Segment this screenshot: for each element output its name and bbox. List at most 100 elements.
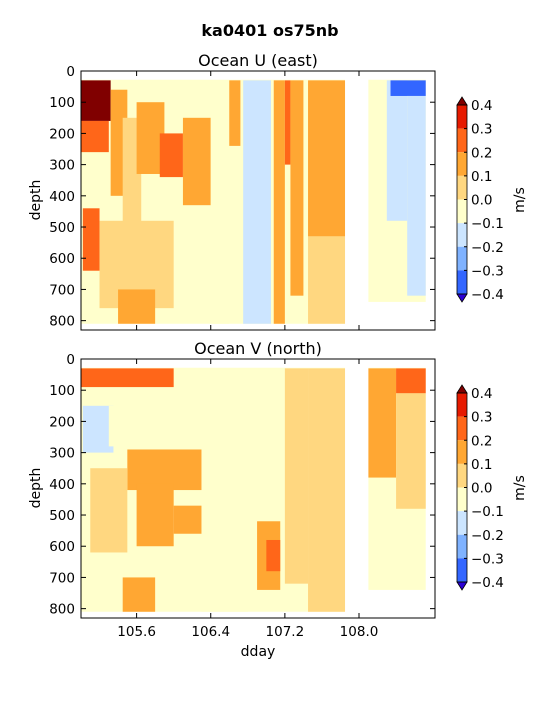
axes-u: 0 100 200 300 400 500 600 700 800 (49, 64, 436, 331)
heatmap-region (284, 368, 309, 584)
heatmap-region (290, 80, 304, 296)
heatmap-region (82, 208, 100, 271)
colorbar-tick-label: 0.3 (471, 410, 492, 426)
panel-title-v: Ocean V (north) (194, 339, 322, 358)
heatmap-region (396, 368, 426, 394)
y-tick-label: 700 (49, 570, 75, 586)
heatmap-region (122, 577, 156, 612)
y-tick-label: 300 (49, 446, 75, 462)
colorbar-tick-label: 0.4 (471, 386, 492, 402)
heatmap-region (136, 483, 174, 547)
heatmap-region (108, 405, 146, 447)
colorbar-v: 0.4 0.3 0.2 0.1 0.0 −0.1 −0.2 −0.3 −0.4 (456, 384, 504, 591)
x-tick-label: 106.4 (191, 624, 230, 640)
figure-title: ka0401 os75nb (201, 21, 338, 40)
y-tick-label: 100 (49, 95, 75, 111)
colorbar-band (457, 487, 467, 512)
colorbar-tick-label: −0.3 (471, 263, 504, 279)
panel-title-u: Ocean U (east) (198, 51, 318, 70)
x-tick-label: 107.2 (266, 624, 305, 640)
heatmap-region (81, 368, 174, 388)
colorbar-extend-max (456, 96, 468, 106)
heatmap-field-v (81, 359, 426, 618)
colorbar-band (457, 152, 467, 176)
heatmap-region (81, 120, 109, 153)
heatmap-region (266, 539, 281, 572)
y-tick-label: 300 (49, 158, 75, 174)
colorbar-tick-label: 0.2 (471, 433, 492, 449)
colorbar-band (457, 199, 467, 224)
heatmap-region (182, 117, 211, 206)
y-axis-label-v: depth (28, 468, 44, 509)
heatmap-region (122, 117, 142, 228)
heatmap-region (386, 80, 408, 221)
y-tick-label: 800 (49, 602, 75, 618)
axes-frame (80, 70, 436, 331)
colorbar-tick-label: 0.3 (471, 122, 492, 138)
colorbar-band (457, 223, 467, 247)
heatmap-region (201, 368, 248, 612)
y-tick-label: 200 (49, 126, 75, 142)
colorbar-band (457, 246, 467, 271)
y-tick-label: 600 (49, 251, 75, 267)
colorbar-tick-label: −0.1 (471, 504, 504, 520)
heatmap-region (243, 80, 271, 324)
colorbar-tick-label: 0.0 (471, 481, 492, 497)
heatmap-region (136, 102, 165, 174)
y-tick-label: 400 (49, 477, 75, 493)
colorbar-band (457, 128, 467, 153)
y-tick-label: 800 (49, 314, 75, 330)
colorbar-band (457, 534, 467, 559)
heatmap-region (407, 95, 426, 296)
heatmap-region (229, 80, 241, 146)
axes-v: 0 100 200 300 400 500 600 700 800 105.6 106.4 107.2… (49, 352, 436, 640)
colorbar-extend-min (456, 581, 468, 591)
y-tick-label: 500 (49, 508, 75, 524)
y-tick-label: 200 (49, 414, 75, 430)
data-gap (345, 359, 369, 618)
heatmap-region (396, 393, 426, 509)
y-tick-label: 100 (49, 383, 75, 399)
heatmap-region (308, 368, 346, 612)
colorbar-band (457, 511, 467, 535)
y-tick-label: 600 (49, 539, 75, 555)
heatmap-region (127, 449, 211, 491)
colorbar-extend-min (456, 293, 468, 303)
colorbar-u: 0.4 0.3 0.2 0.1 0.0 −0.1 −0.2 −0.3 −0.4 (456, 96, 504, 303)
colorbar-tick-label: −0.3 (471, 551, 504, 567)
data-gap (345, 71, 369, 330)
y-tick-label: 500 (49, 220, 75, 236)
colorbar-tick-label: −0.2 (471, 240, 504, 256)
y-tick-label: 0 (66, 64, 75, 80)
colorbar-band (457, 558, 467, 582)
heatmap-region (118, 289, 156, 324)
heatmap-region (368, 368, 397, 478)
colorbar-band (457, 393, 467, 417)
heatmap-field-u (81, 71, 426, 330)
colorbar-tick-label: 0.1 (471, 169, 492, 185)
colorbar-label-v: m/s (512, 475, 528, 501)
heatmap-region (82, 405, 114, 453)
heatmap-region (90, 468, 128, 553)
y-tick-label: 0 (66, 352, 75, 368)
y-tick-label: 400 (49, 189, 75, 205)
colorbar-tick-label: 0.2 (471, 145, 492, 161)
heatmap-region (308, 80, 346, 237)
colorbar-tick-label: 0.0 (471, 193, 492, 209)
heatmap-region (390, 80, 426, 96)
y-tick-label: 700 (49, 282, 75, 298)
colorbar-band (457, 105, 467, 129)
x-tick-label: 108.0 (340, 624, 379, 640)
colorbar-band (457, 463, 467, 488)
heatmap-panel-u: Ocean U (east) 0 100 200 300 400 500 600 700 800… (28, 51, 528, 331)
y-axis-label-u: depth (28, 180, 44, 221)
heatmap-region (308, 236, 346, 324)
colorbar-tick-label: 0.1 (471, 457, 492, 473)
heatmap-panel-v: Ocean V (north) 0 100 200 300 400 500 600 700 80… (28, 339, 528, 640)
heatmap-region (368, 80, 387, 165)
x-axis-label: dday (241, 644, 276, 660)
heatmap-region (273, 80, 285, 324)
colorbar-band (457, 440, 467, 464)
colorbar-tick-label: −0.2 (471, 528, 504, 544)
